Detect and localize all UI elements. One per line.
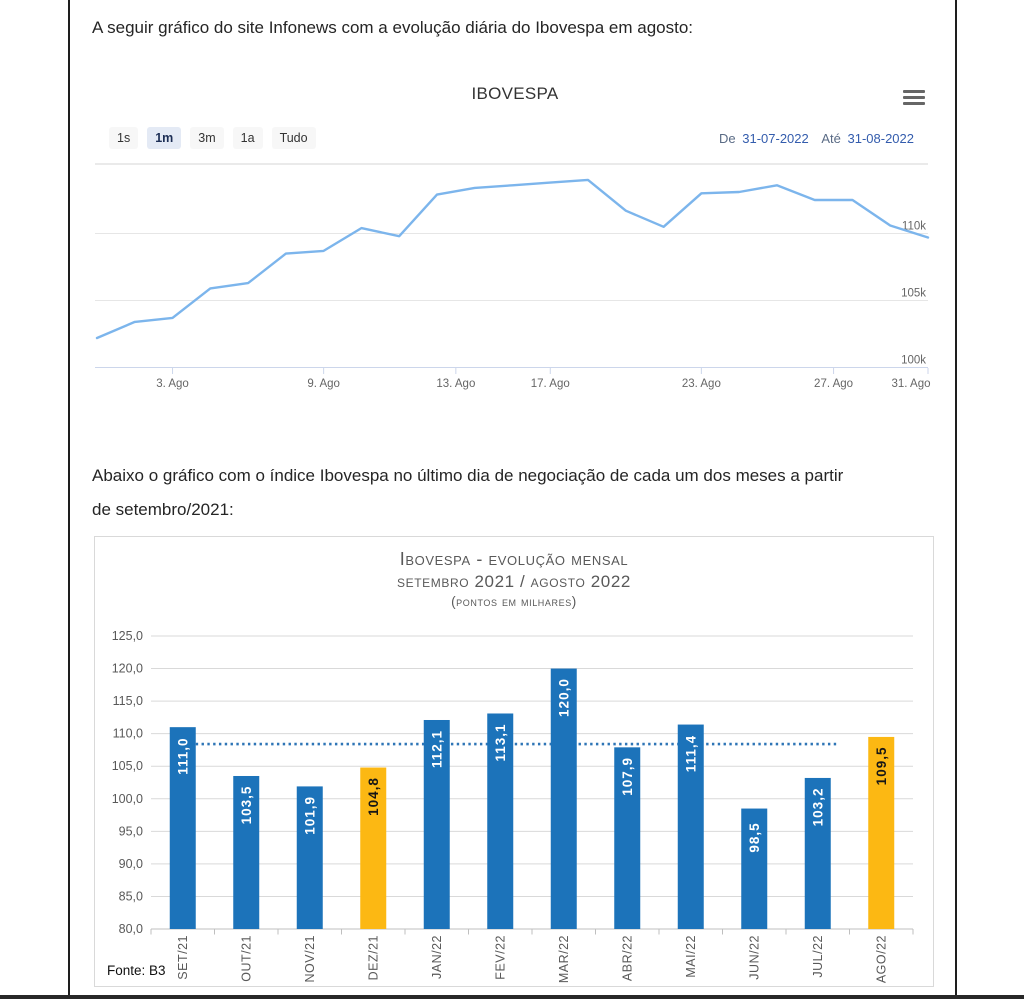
chart-title: IBOVESPA (471, 84, 559, 103)
svg-text:111,4: 111,4 (683, 735, 698, 772)
svg-text:MAR/22: MAR/22 (557, 935, 571, 983)
date-from-label: De (718, 131, 736, 146)
svg-text:JUN/22: JUN/22 (747, 935, 761, 980)
date-range: De 31-07-2022 Até 31-08-2022 (719, 131, 917, 146)
svg-text:13. Ago: 13. Ago (436, 378, 475, 390)
date-from-value[interactable]: 31-07-2022 (742, 131, 809, 146)
range-button-tudo[interactable]: Tudo (271, 127, 316, 149)
svg-text:111,0: 111,0 (175, 738, 190, 775)
range-button-1a[interactable]: 1a (232, 127, 263, 149)
svg-text:OUT/21: OUT/21 (239, 935, 253, 982)
range-button-1m[interactable]: 1m (147, 127, 182, 149)
range-button-3m[interactable]: 3m (190, 127, 224, 149)
line-chart-canvas[interactable]: 3. Ago 9. Ago 13. Ago 17. Ago 23. Ago 27. Ago… (95, 160, 935, 400)
bar-chart-title-line1: Ibovespa - evolução mensal (399, 549, 629, 569)
svg-text:JAN/22: JAN/22 (430, 935, 444, 979)
svg-text:3. Ago: 3. Ago (156, 378, 189, 390)
caption-line-2: de setembro/2021: (92, 500, 234, 519)
svg-text:NOV/21: NOV/21 (303, 935, 317, 982)
caption-line-1: Abaixo o gráfico com o índice Ibovespa n… (92, 466, 844, 485)
svg-text:9. Ago: 9. Ago (307, 378, 340, 390)
svg-text:125,0: 125,0 (112, 629, 143, 643)
svg-text:31. Ago: 31. Ago (891, 378, 930, 390)
svg-text:101,9: 101,9 (302, 796, 317, 835)
cell-border-bottom (0, 995, 1024, 999)
svg-text:100,0: 100,0 (112, 792, 143, 806)
svg-text:98,5: 98,5 (747, 822, 762, 852)
range-selector: 1s 1m 3m 1a Tudo (109, 127, 316, 149)
svg-text:113,1: 113,1 (493, 723, 508, 761)
bar-chart-title-line2: setembro 2021 / agosto 2022 (397, 572, 631, 591)
svg-text:90,0: 90,0 (119, 857, 143, 871)
svg-text:109,5: 109,5 (874, 747, 889, 786)
svg-text:105k: 105k (901, 288, 926, 300)
svg-text:103,2: 103,2 (810, 788, 825, 827)
chart-menu-icon[interactable] (903, 90, 925, 108)
svg-text:27. Ago: 27. Ago (814, 378, 853, 390)
svg-text:ABR/22: ABR/22 (620, 935, 634, 981)
caption-paragraph: Abaixo o gráfico com o índice Ibovespa n… (92, 459, 958, 527)
svg-text:17. Ago: 17. Ago (531, 378, 570, 390)
svg-text:112,1: 112,1 (429, 730, 444, 768)
bar-chart-canvas: 125,0 120,0 115,0 110,0 105,0 100,0 95,0 90,0 85… (112, 629, 914, 983)
svg-text:120,0: 120,0 (556, 678, 571, 717)
svg-text:DEZ/21: DEZ/21 (366, 935, 380, 980)
svg-text:95,0: 95,0 (119, 824, 143, 838)
svg-text:85,0: 85,0 (119, 889, 143, 903)
ibovespa-daily-chart: IBOVESPA 1s 1m 3m 1a Tudo De 31-07-2022 … (95, 78, 935, 398)
svg-text:104,8: 104,8 (366, 777, 381, 816)
svg-text:SET/21: SET/21 (176, 935, 190, 980)
cell-border-right (955, 0, 957, 997)
source-note: Fonte: B3 (107, 963, 166, 978)
svg-text:FEV/22: FEV/22 (493, 935, 507, 980)
svg-text:100k: 100k (901, 355, 926, 367)
svg-text:103,5: 103,5 (239, 786, 254, 825)
svg-text:80,0: 80,0 (119, 922, 143, 936)
range-button-1s[interactable]: 1s (109, 127, 139, 149)
svg-text:MAI/22: MAI/22 (684, 935, 698, 978)
svg-text:115,0: 115,0 (113, 694, 143, 708)
date-to-label: Até (821, 131, 841, 146)
svg-text:107,9: 107,9 (620, 757, 635, 796)
svg-text:110,0: 110,0 (113, 727, 143, 741)
intro-paragraph: A seguir gráfico do site Infonews com a … (92, 18, 694, 37)
svg-text:JUL/22: JUL/22 (811, 935, 825, 978)
svg-text:AGO/22: AGO/22 (874, 935, 888, 983)
bar-chart-title-line3: (pontos em milhares) (451, 594, 577, 609)
svg-text:120,0: 120,0 (112, 662, 143, 676)
date-to-value[interactable]: 31-08-2022 (847, 131, 915, 146)
ibovespa-monthly-chart: Ibovespa - evolução mensal setembro 2021… (94, 536, 934, 987)
svg-text:110k: 110k (902, 221, 926, 233)
svg-text:23. Ago: 23. Ago (682, 378, 721, 390)
cell-border-left (68, 0, 70, 997)
svg-text:105,0: 105,0 (112, 759, 143, 773)
